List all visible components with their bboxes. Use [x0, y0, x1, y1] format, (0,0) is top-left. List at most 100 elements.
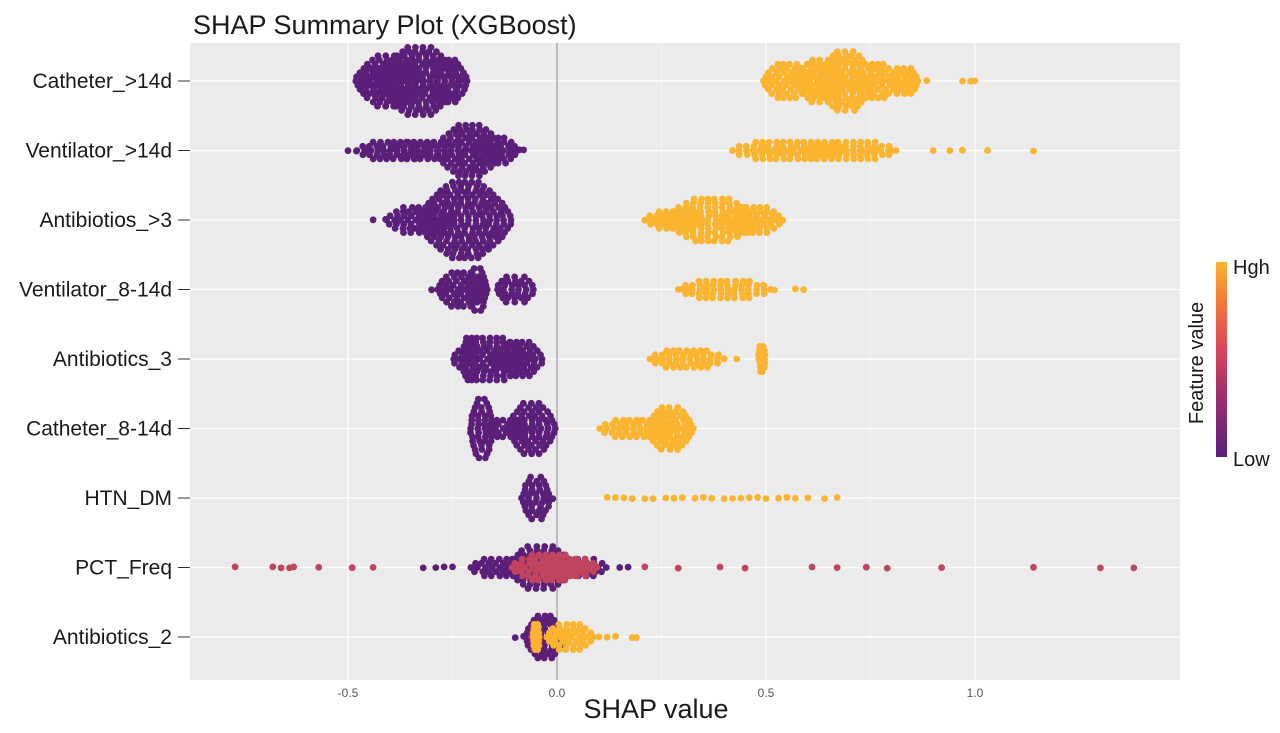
mid-value-point — [938, 564, 945, 571]
mid-value-point — [369, 564, 377, 571]
mid-value-point — [590, 568, 597, 576]
high-value-point — [864, 155, 872, 163]
high-value-point — [628, 495, 636, 503]
high-value-point — [768, 90, 776, 97]
mid-value-point — [290, 563, 298, 571]
low-value-point — [460, 368, 468, 375]
low-value-point — [407, 229, 415, 237]
low-value-point — [369, 98, 377, 106]
low-value-point — [598, 568, 605, 576]
low-value-point — [538, 359, 546, 367]
low-value-point — [382, 215, 389, 223]
high-value-point — [534, 646, 542, 653]
high-value-point — [670, 364, 677, 371]
low-value-point — [521, 298, 528, 306]
high-value-point — [841, 107, 849, 114]
mid-value-point — [542, 568, 550, 576]
high-value-point — [816, 98, 823, 106]
high-value-point — [862, 94, 869, 102]
high-value-point — [929, 147, 937, 155]
mid-value-point — [277, 564, 285, 572]
low-value-point — [502, 298, 510, 306]
feature-labels: Catheter_>14d Ventilator_>14d Antibiotios_… — [19, 70, 190, 649]
high-value-point — [582, 642, 589, 649]
mid-value-point — [511, 568, 519, 576]
low-value-point — [526, 372, 533, 380]
mid-value-point — [741, 564, 749, 572]
low-value-point — [374, 102, 381, 110]
mid-value-point — [231, 563, 239, 571]
high-value-point — [640, 433, 648, 441]
high-value-point — [853, 86, 861, 93]
high-value-point — [649, 216, 657, 224]
low-value-point — [460, 302, 467, 310]
low-value-point — [524, 585, 532, 592]
low-value-point — [470, 151, 478, 159]
low-value-point — [493, 376, 501, 384]
low-value-point — [481, 572, 488, 580]
low-value-point — [448, 216, 456, 224]
high-value-point — [663, 429, 671, 437]
high-value-point — [893, 90, 901, 97]
low-value-point — [534, 654, 542, 662]
high-value-point — [633, 433, 640, 441]
high-value-point — [820, 155, 828, 163]
mid-value-point — [1097, 564, 1104, 572]
high-value-point — [760, 290, 768, 298]
high-value-point — [759, 155, 767, 163]
high-value-point — [612, 632, 619, 640]
high-value-point — [851, 107, 859, 114]
low-value-point — [444, 163, 451, 171]
low-value-point — [493, 433, 501, 441]
high-value-point — [737, 229, 744, 237]
low-value-point — [455, 172, 462, 180]
low-value-point — [482, 454, 489, 462]
high-value-point — [752, 155, 760, 163]
high-value-point — [779, 216, 787, 224]
high-value-point — [576, 646, 583, 653]
x-tick-labels: -0.5 0.0 0.5 1.0 — [338, 686, 984, 700]
high-value-point — [829, 102, 837, 110]
x-tick-label: 0.0 — [549, 686, 566, 700]
low-value-point — [470, 564, 477, 571]
low-value-point — [489, 241, 497, 249]
low-value-point — [415, 229, 423, 237]
high-value-point — [771, 286, 778, 294]
high-value-point — [653, 433, 661, 441]
low-value-point — [540, 654, 548, 662]
low-value-point — [540, 585, 547, 592]
high-value-point — [679, 285, 686, 293]
high-value-point — [834, 107, 841, 114]
high-value-point — [842, 155, 850, 163]
high-value-point — [744, 229, 752, 237]
feature-label: Antibiotios_>3 — [39, 209, 172, 232]
high-value-point — [913, 76, 920, 84]
mid-value-point — [1030, 563, 1037, 571]
low-value-point — [540, 446, 548, 453]
low-value-point — [520, 450, 528, 458]
low-value-point — [487, 429, 495, 437]
low-value-point — [430, 229, 438, 237]
low-value-point — [383, 155, 390, 163]
mid-value-point — [582, 572, 589, 580]
high-value-point — [733, 355, 741, 363]
feature-label: HTN_DM — [85, 487, 173, 510]
high-value-point — [824, 98, 832, 106]
low-value-point — [393, 102, 400, 110]
high-value-point — [670, 494, 678, 502]
mid-value-point — [808, 563, 816, 571]
low-value-point — [437, 246, 444, 253]
high-value-point — [731, 294, 738, 302]
low-value-point — [432, 564, 440, 571]
high-value-point — [857, 90, 865, 97]
low-value-point — [440, 159, 447, 167]
low-value-point — [438, 294, 446, 302]
mid-value-point — [551, 572, 559, 580]
high-value-point — [756, 229, 763, 237]
high-value-point — [735, 151, 743, 159]
low-value-point — [518, 429, 526, 437]
high-value-point — [959, 146, 966, 154]
high-value-point — [791, 285, 799, 293]
feature-label: Ventilator_>14d — [25, 140, 172, 163]
high-value-point — [770, 225, 778, 232]
